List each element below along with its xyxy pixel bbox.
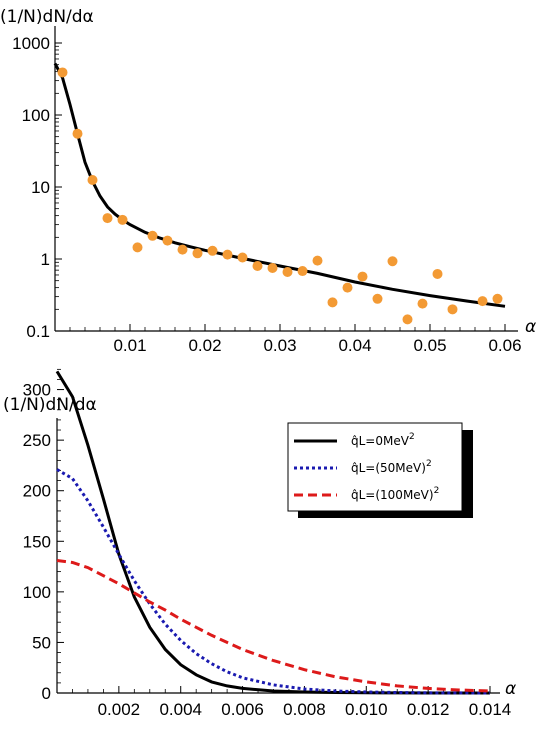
data-point	[237, 252, 248, 263]
data-point	[87, 175, 98, 186]
data-point	[417, 298, 428, 309]
data-point	[327, 297, 338, 308]
data-point	[312, 255, 323, 266]
data-point	[432, 268, 443, 279]
bottom-y-tick-label: 0	[42, 684, 51, 703]
series-line-2	[56, 559, 491, 693]
data-point	[447, 304, 458, 315]
top-x-tick-label: 0.01	[113, 336, 146, 355]
bottom-x-tick-label: 0.008	[283, 700, 326, 719]
legend-label-text: q̂L=(100MeV)	[351, 488, 434, 502]
bottom-y-tick-label: 50	[32, 633, 51, 652]
bottom-x-axis-label: α	[505, 679, 516, 699]
data-point	[267, 262, 278, 273]
bottom-y-tick-label: 100	[23, 583, 51, 602]
bottom-y-tick-label: 200	[23, 482, 51, 501]
series-line-1	[56, 468, 491, 695]
data-point	[297, 266, 308, 277]
data-point	[192, 248, 203, 259]
legend-label-2: q̂L=(100MeV)2	[351, 486, 439, 502]
top-y-tick-label: 100	[22, 106, 50, 125]
data-point	[372, 293, 383, 304]
bottom-x-tick-label: 0.006	[221, 700, 264, 719]
top-x-tick-label: 0.04	[338, 336, 371, 355]
bottom-x-tick-label: 0.012	[407, 700, 450, 719]
top-y-axis-label: (1/N)dN/dα	[0, 7, 94, 27]
bottom-y-tick-label: 150	[23, 532, 51, 551]
legend-label-text: q̂L=(50MeV)	[351, 461, 426, 475]
top-x-tick-label: 0.05	[413, 336, 446, 355]
data-point	[57, 67, 68, 78]
top-x-tick-label: 0.03	[263, 336, 296, 355]
data-point	[402, 314, 413, 325]
chart-top: (1/N)dN/dα 0.1 1 10 100 1000 0.01 0.02 0.03 0.0…	[0, 7, 536, 355]
bottom-x-tick-label: 0.010	[345, 700, 388, 719]
top-x-axis-label: α	[525, 317, 536, 337]
top-y-tick-label: 10	[31, 178, 50, 197]
top-x-tick-label: 0.02	[188, 336, 221, 355]
top-y-tick-label: 1	[41, 250, 50, 269]
data-point	[222, 249, 233, 260]
top-x-tick-label: 0.06	[488, 336, 521, 355]
data-point	[132, 242, 143, 253]
legend-label-1: q̂L=(50MeV)2	[351, 459, 432, 475]
data-point	[117, 214, 128, 225]
legend-label-sup: 2	[409, 432, 415, 442]
data-point	[387, 256, 398, 267]
data-point	[207, 245, 218, 256]
bottom-x-tick-label: 0.004	[159, 700, 202, 719]
bottom-y-tick-label: 300	[23, 381, 51, 400]
bottom-x-tick-label: 0.002	[98, 700, 141, 719]
bottom-y-tick-label: 250	[23, 431, 51, 450]
data-point	[477, 296, 488, 307]
data-point	[72, 128, 83, 139]
legend-label-0: q̂L=0MeV2	[351, 432, 415, 448]
top-y-tick-label: 0.1	[26, 322, 50, 341]
data-point	[492, 293, 503, 304]
data-point	[342, 282, 353, 293]
legend-label-sup: 2	[426, 459, 432, 469]
data-point	[147, 230, 158, 241]
data-point	[357, 271, 368, 282]
data-point	[162, 235, 173, 246]
top-y-tick-label: 1000	[12, 34, 50, 53]
legend-label-sup: 2	[434, 486, 440, 496]
series-line-0	[55, 370, 490, 695]
data-point	[177, 244, 188, 255]
data-point	[252, 260, 263, 271]
data-point	[102, 213, 113, 224]
data-point	[282, 266, 293, 277]
bottom-x-tick-label: 0.014	[469, 700, 512, 719]
legend-label-text: q̂L=0MeV	[351, 434, 410, 448]
